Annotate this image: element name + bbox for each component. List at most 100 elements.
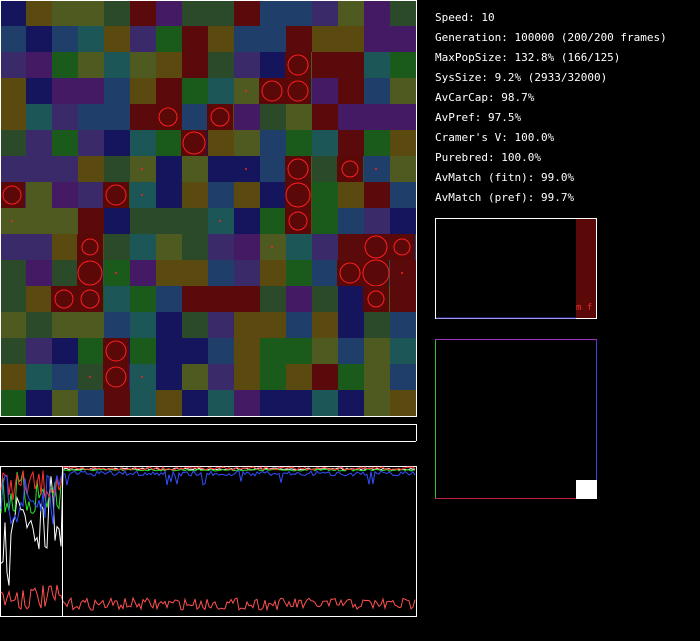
cell [78, 104, 104, 130]
history-chart [0, 466, 417, 617]
cell [104, 52, 130, 78]
cell [156, 260, 182, 286]
cell [208, 130, 234, 156]
cell [286, 390, 312, 416]
cell [182, 26, 208, 52]
cell [26, 260, 52, 286]
cell [338, 78, 364, 104]
stat-line: Generation: 100000 (200/200 frames) [435, 31, 667, 44]
cell [0, 364, 26, 390]
cell [208, 260, 234, 286]
population-circle [364, 235, 388, 259]
population-dot [375, 168, 377, 170]
cell [390, 364, 416, 390]
population-circle [287, 80, 309, 102]
occupied-cell [77, 234, 103, 260]
cell [286, 286, 312, 312]
cell [156, 364, 182, 390]
cell [52, 104, 78, 130]
cell [156, 286, 182, 312]
cell [338, 234, 364, 260]
cell [208, 182, 234, 208]
cell [78, 208, 104, 234]
population-dot [271, 246, 273, 248]
cell [390, 156, 416, 182]
cell [104, 104, 130, 130]
cell [208, 312, 234, 338]
stat-line: Cramer's V: 100.0% [435, 131, 555, 144]
occupied-cell [103, 364, 129, 390]
cell [312, 52, 338, 78]
cell [52, 156, 78, 182]
stat-line: Speed: 10 [435, 11, 495, 24]
cell [182, 234, 208, 260]
cell [260, 338, 286, 364]
cell [234, 390, 260, 416]
population-dot [141, 194, 143, 196]
cell [312, 156, 338, 182]
cell [156, 156, 182, 182]
cell [208, 338, 234, 364]
cell [0, 260, 26, 286]
cell [208, 364, 234, 390]
population-circle [210, 107, 230, 127]
cell [390, 208, 416, 234]
cell [234, 182, 260, 208]
cell [26, 0, 52, 26]
cell [52, 78, 78, 104]
cell [286, 130, 312, 156]
grid-border [0, 0, 417, 417]
cell [26, 390, 52, 416]
cell [338, 182, 364, 208]
stat-line: AvMatch (pref): 99.7% [435, 191, 574, 204]
cell [52, 26, 78, 52]
occupied-cell [363, 234, 389, 260]
cell [260, 104, 286, 130]
population-circle [105, 366, 127, 388]
cell [364, 52, 390, 78]
cell [208, 234, 234, 260]
population-circle [77, 260, 103, 286]
cell [312, 26, 338, 52]
population-dot [115, 272, 117, 274]
cell [26, 234, 52, 260]
cell [0, 52, 26, 78]
cell [234, 260, 260, 286]
population-dot [401, 272, 403, 274]
cell [234, 52, 260, 78]
cell [364, 104, 390, 130]
cell [338, 208, 364, 234]
stat-line: AvMatch (fitn): 99.0% [435, 171, 574, 184]
cell [0, 26, 26, 52]
cell [234, 286, 260, 312]
cell [234, 208, 260, 234]
cell [234, 130, 260, 156]
cell [338, 338, 364, 364]
cell [234, 26, 260, 52]
cell [312, 78, 338, 104]
cell [390, 78, 416, 104]
cell [52, 260, 78, 286]
cell [156, 0, 182, 26]
cell [260, 390, 286, 416]
cell [78, 52, 104, 78]
cell [390, 104, 416, 130]
history-line [0, 470, 416, 526]
cell [390, 182, 416, 208]
cell [260, 52, 286, 78]
cell [260, 312, 286, 338]
cell [182, 338, 208, 364]
cell [0, 286, 26, 312]
cell [208, 52, 234, 78]
occupied-cell [181, 130, 207, 156]
cell [78, 338, 104, 364]
cell [260, 260, 286, 286]
stat-line: AvCarCap: 98.7% [435, 91, 535, 104]
cell [286, 260, 312, 286]
population-dot [245, 168, 247, 170]
population-circle [261, 80, 283, 102]
occupied-cell [285, 156, 311, 182]
cell [26, 338, 52, 364]
cell [260, 26, 286, 52]
